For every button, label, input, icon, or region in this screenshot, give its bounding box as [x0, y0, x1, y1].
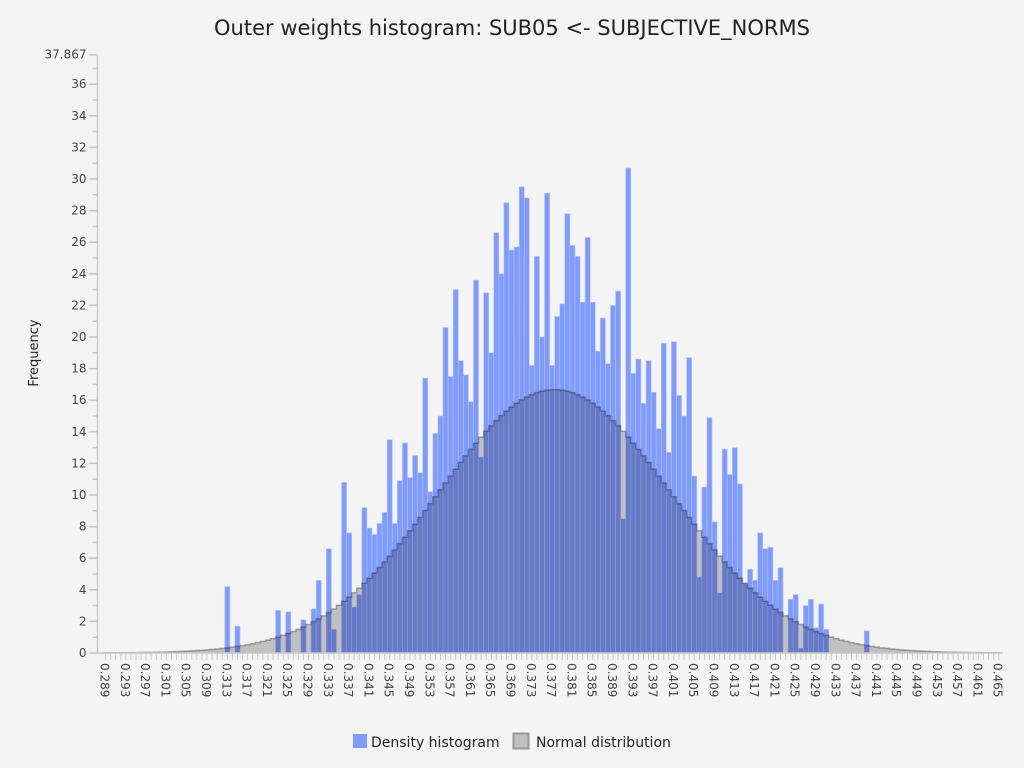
x-tick-label: 0.289 — [98, 663, 112, 697]
x-tick-label: 0.437 — [849, 663, 863, 697]
x-tick-label: 0.293 — [118, 663, 132, 697]
x-tick-label: 0.385 — [585, 663, 599, 697]
x-tick-label: 0.421 — [767, 663, 781, 697]
y-tick-label: 20 — [71, 330, 86, 344]
x-tick-label: 0.325 — [280, 663, 294, 697]
x-tick-label: 0.449 — [910, 663, 924, 697]
chart-title: Outer weights histogram: SUB05 <- SUBJEC… — [214, 16, 810, 41]
x-tick-label: 0.405 — [686, 663, 700, 697]
x-tick-label: 0.301 — [158, 663, 172, 697]
legend-label-density: Density histogram — [371, 735, 500, 751]
x-tick-label: 0.313 — [219, 663, 233, 697]
histogram-bar[interactable] — [224, 586, 231, 654]
x-tick-label: 0.353 — [422, 663, 436, 697]
y-tick-label: 6 — [79, 551, 87, 565]
y-tick-label: 36 — [71, 77, 86, 91]
x-tick-label: 0.413 — [727, 663, 741, 697]
y-tick-label: 0 — [79, 646, 87, 660]
x-tick-label: 0.321 — [260, 663, 274, 697]
y-tick-label: 12 — [71, 456, 86, 470]
x-tick-label: 0.425 — [788, 663, 802, 697]
x-tick-label: 0.465 — [991, 663, 1005, 697]
x-tick-label: 0.309 — [199, 663, 213, 697]
y-tick-label: 24 — [71, 267, 86, 281]
x-tick-label: 0.365 — [483, 663, 497, 697]
legend-item-normal-distribution[interactable]: Normal distribution — [512, 732, 671, 752]
normal-distribution-line — [103, 388, 1002, 654]
x-tick-label: 0.453 — [930, 663, 944, 697]
y-tick-label: 30 — [71, 172, 86, 186]
normal-distribution-area — [103, 388, 1002, 654]
x-tick-label: 0.441 — [869, 663, 883, 697]
legend-label-normal: Normal distribution — [536, 735, 671, 751]
y-axis-label: Frequency — [27, 319, 42, 386]
histogram-bars — [224, 167, 870, 654]
x-tick-label: 0.381 — [564, 663, 578, 697]
x-tick-label: 0.389 — [605, 663, 619, 697]
x-tick-label: 0.445 — [889, 663, 903, 697]
x-tick-label: 0.373 — [524, 663, 538, 697]
y-tick-label: 14 — [71, 425, 86, 439]
x-tick-label: 0.337 — [341, 663, 355, 697]
y-tick-label-max: 37.867 — [45, 48, 87, 62]
legend-item-density-histogram[interactable]: Density histogram — [353, 734, 500, 751]
x-axis: 0.289 0.293 0.297 0.301 0.305 0.309 0.313 0.317… — [97, 652, 1005, 697]
x-tick-label: 0.345 — [382, 663, 396, 697]
y-tick-label: 10 — [71, 488, 86, 502]
y-tick-label: 34 — [71, 109, 86, 123]
x-tick-label: 0.369 — [504, 663, 518, 697]
x-tick-label: 0.397 — [646, 663, 660, 697]
x-tick-label: 0.341 — [361, 663, 375, 697]
x-tick-label: 0.433 — [828, 663, 842, 697]
x-tick-label: 0.401 — [666, 663, 680, 697]
x-tick-label: 0.417 — [747, 663, 761, 697]
y-tick-label: 4 — [79, 583, 87, 597]
y-tick-label: 2 — [79, 614, 87, 628]
x-tick-label: 0.429 — [808, 663, 822, 697]
legend-swatch-normal — [512, 732, 530, 750]
legend-swatch-density — [353, 734, 367, 748]
x-tick-label: 0.317 — [240, 663, 254, 697]
x-tick-label: 0.357 — [443, 663, 457, 697]
x-tick-label: 0.409 — [707, 663, 721, 697]
x-tick-label: 0.349 — [402, 663, 416, 697]
legend: Density histogram Normal distribution — [353, 732, 671, 752]
x-tick-label: 0.393 — [625, 663, 639, 697]
y-tick-label: 26 — [71, 235, 86, 249]
x-tick-label: 0.457 — [950, 663, 964, 697]
x-tick-label: 0.361 — [463, 663, 477, 697]
x-tick-label: 0.329 — [301, 663, 315, 697]
y-tick-label: 18 — [71, 362, 86, 376]
x-tick-label: 0.377 — [544, 663, 558, 697]
y-tick-label: 22 — [71, 298, 86, 312]
y-tick-label: 32 — [71, 140, 86, 154]
x-tick-label: 0.333 — [321, 663, 335, 697]
x-tick-label: 0.305 — [179, 663, 193, 697]
x-tick-label: 0.297 — [138, 663, 152, 697]
y-tick-label: 28 — [71, 204, 86, 218]
normal-distribution-fill — [103, 389, 1002, 653]
y-tick-label: 8 — [79, 520, 87, 534]
y-tick-label: 16 — [71, 393, 86, 407]
x-tick-label: 0.461 — [970, 663, 984, 697]
